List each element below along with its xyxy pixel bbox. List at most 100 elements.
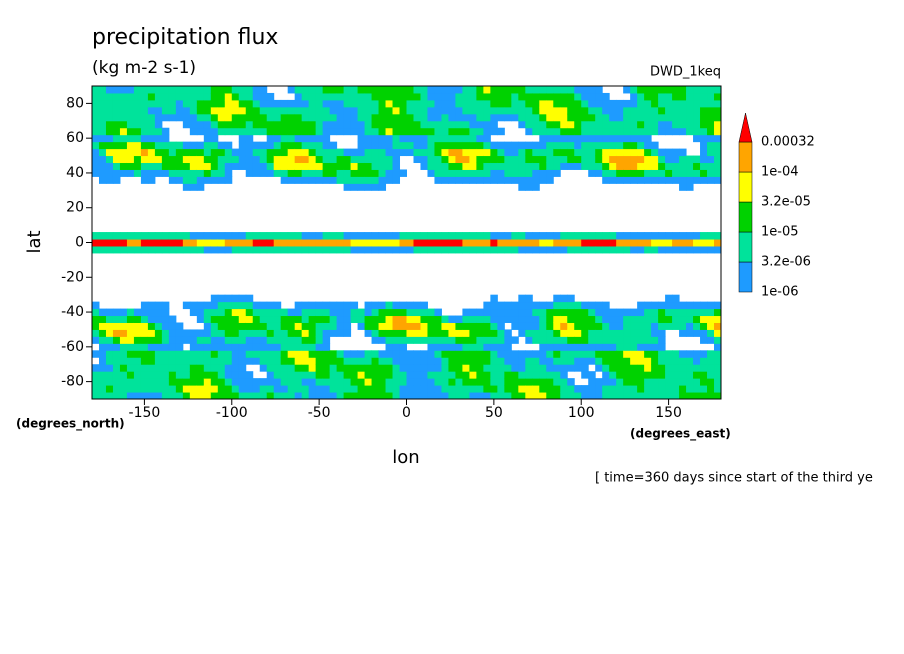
- contour-cell: [259, 148, 268, 157]
- contour-cell: [147, 308, 156, 317]
- contour-cell: [350, 148, 359, 157]
- contour-cell: [434, 371, 442, 379]
- contour-cell: [294, 343, 303, 351]
- contour-cell: [322, 308, 331, 317]
- contour-cell: [182, 239, 191, 247]
- contour-cell: [434, 378, 442, 386]
- contour-cell: [259, 301, 268, 310]
- contour-cell: [483, 106, 491, 115]
- contour-cell: [343, 86, 352, 94]
- contour-cell: [595, 329, 603, 337]
- contour-cell: [168, 371, 177, 379]
- contour-cell: [672, 385, 680, 393]
- contour-cell: [182, 357, 191, 365]
- contour-cell: [357, 120, 366, 129]
- contour-cell: [196, 155, 205, 164]
- contour-cell: [616, 120, 624, 129]
- contour-cell: [553, 86, 561, 94]
- contour-cell: [644, 392, 652, 400]
- contour-cell: [476, 392, 484, 400]
- contour-cell: [672, 392, 680, 400]
- contour-cell: [238, 336, 247, 344]
- contour-cell: [294, 336, 303, 344]
- contour-cell: [686, 162, 694, 170]
- contour-cell: [364, 155, 373, 164]
- contour-cell: [483, 371, 491, 379]
- contour-cell: [490, 113, 498, 122]
- contour-cell: [392, 329, 401, 337]
- contour-cell: [357, 308, 366, 317]
- y-axis-label: lat: [24, 230, 45, 253]
- contour-cell: [140, 329, 149, 337]
- contour-cell: [161, 329, 170, 337]
- contour-cell: [525, 162, 533, 170]
- contour-cell: [497, 329, 505, 337]
- contour-cell: [350, 239, 359, 247]
- contour-cell: [420, 336, 428, 344]
- contour-cell: [462, 371, 470, 379]
- contour-cell: [588, 134, 596, 143]
- contour-cell: [231, 232, 240, 240]
- contour-cell: [462, 113, 470, 122]
- contour-cell: [224, 92, 233, 101]
- contour-cell: [469, 127, 477, 136]
- contour-cell: [616, 350, 624, 358]
- contour-cell: [378, 371, 387, 379]
- contour-cell: [308, 239, 317, 247]
- contour-cell: [252, 336, 261, 344]
- contour-cell: [560, 106, 568, 115]
- contour-cell: [161, 343, 170, 351]
- contour-cell: [217, 176, 226, 184]
- contour-cell: [392, 141, 401, 150]
- contour-cell: [189, 350, 198, 358]
- contour-cell: [357, 155, 366, 164]
- contour-cell: [679, 357, 687, 365]
- contour-cell: [525, 385, 533, 393]
- contour-cell: [210, 357, 219, 365]
- contour-cell: [182, 350, 191, 358]
- contour-cell: [245, 148, 254, 157]
- contour-cell: [490, 364, 498, 372]
- contour-cell: [637, 120, 645, 129]
- contour-cell: [630, 127, 638, 136]
- contour-cell: [343, 385, 352, 393]
- contour-cell: [434, 169, 442, 177]
- contour-cell: [371, 336, 380, 344]
- contour-cell: [336, 385, 345, 393]
- contour-cell: [161, 385, 170, 393]
- contour-cell: [525, 183, 533, 191]
- contour-cell: [686, 176, 694, 184]
- contour-cell: [434, 315, 442, 323]
- contour-cell: [161, 322, 170, 330]
- contour-cell: [399, 169, 407, 177]
- contour-cell: [378, 106, 387, 115]
- contour-cell: [378, 127, 387, 136]
- contour-cell: [343, 245, 352, 254]
- contour-cell: [133, 371, 142, 379]
- contour-cell: [189, 141, 198, 150]
- contour-cell: [140, 343, 149, 351]
- contour-cell: [490, 155, 498, 164]
- contour-cell: [168, 99, 177, 108]
- contour-cell: [476, 134, 484, 143]
- contour-cell: [644, 322, 652, 330]
- contour-cell: [483, 141, 491, 150]
- contour-cell: [112, 120, 121, 129]
- contour-cell: [392, 120, 401, 129]
- contour-cell: [105, 141, 114, 150]
- contour-cell: [637, 371, 645, 379]
- contour-cell: [637, 155, 645, 164]
- contour-cell: [546, 127, 554, 136]
- contour-cell: [455, 329, 463, 337]
- contour-cell: [448, 239, 456, 247]
- contour-cell: [658, 364, 666, 372]
- contour-cell: [105, 176, 114, 184]
- contour-cell: [693, 176, 701, 184]
- contour-cell: [175, 232, 184, 240]
- contour-cell: [315, 155, 324, 164]
- contour-cell: [553, 232, 561, 240]
- contour-cell: [413, 385, 421, 393]
- contour-cell: [588, 127, 596, 136]
- contour-cell: [560, 232, 568, 240]
- contour-cell: [651, 99, 659, 108]
